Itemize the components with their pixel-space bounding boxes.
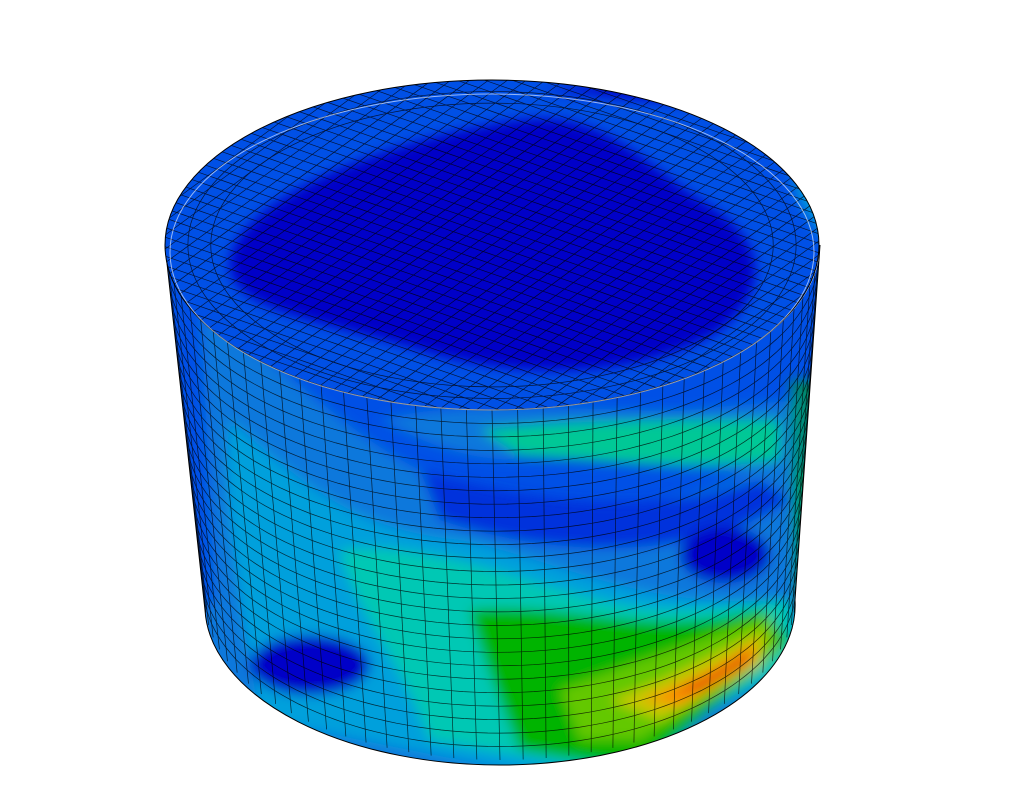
mesh-line: [165, 192, 714, 389]
mesh-line: [176, 354, 812, 519]
mesh-line: [165, 224, 670, 410]
mesh-line: [452, 155, 819, 410]
mesh-line: [167, 272, 818, 438]
mesh-line: [362, 123, 751, 410]
mesh-line: [208, 146, 776, 344]
mesh-ring: [210, 102, 774, 388]
mesh-line: [516, 177, 819, 410]
mesh-line: [165, 211, 688, 409]
mesh-line: [336, 115, 725, 402]
mesh-line: [310, 106, 700, 393]
mesh-line: [465, 159, 819, 410]
mesh-line: [187, 449, 806, 613]
mesh-line: [178, 367, 812, 532]
mesh-line: [196, 531, 800, 694]
mesh-line: [169, 285, 817, 451]
mesh-line: [349, 119, 738, 407]
mesh-line: [413, 141, 803, 410]
mesh-line: [170, 299, 816, 465]
side-mesh-lines: [165, 245, 820, 761]
mesh-line: [165, 198, 706, 396]
mesh-line: [195, 518, 801, 680]
mesh-line: [165, 185, 723, 383]
mesh-line: [165, 250, 635, 410]
mesh-line: [183, 408, 809, 572]
mesh-line: [439, 150, 819, 410]
mesh-line: [165, 218, 679, 410]
mesh-line: [198, 545, 800, 707]
mesh-line: [542, 186, 819, 410]
mesh-line: [165, 205, 697, 402]
mesh-line: [181, 395, 810, 559]
mesh-line: [165, 237, 653, 410]
mesh-line: [503, 172, 819, 410]
mesh-line: [400, 137, 790, 410]
mesh-line: [165, 179, 732, 376]
mesh-line: [173, 172, 741, 370]
mesh-line: [323, 110, 712, 398]
mesh-line: [175, 340, 813, 505]
mesh-line: [180, 381, 811, 545]
mesh-line: [190, 477, 804, 640]
mesh-line: [190, 159, 758, 357]
cylinder-top: [165, 80, 819, 410]
mesh-line: [192, 490, 803, 653]
mesh-line: [184, 422, 808, 586]
mesh-line: [199, 153, 767, 350]
mesh-line: [165, 231, 661, 410]
mesh-line: [555, 190, 819, 410]
mesh-line: [189, 463, 805, 626]
mesh-line: [165, 276, 600, 410]
mesh-line: [388, 132, 777, 410]
mesh-line: [200, 558, 799, 720]
mesh-ring: [187, 91, 797, 399]
mesh-line: [182, 166, 750, 363]
mesh-line: [166, 258, 819, 424]
mesh-line: [478, 164, 819, 410]
top-inner-ring: [169, 93, 815, 411]
mesh-line: [165, 257, 626, 410]
mesh-line: [173, 326, 814, 492]
mesh-line: [186, 436, 807, 599]
side-outline: [164, 244, 821, 766]
top-mesh-lines: [165, 80, 819, 410]
mesh-line: [193, 504, 802, 667]
mesh-line: [426, 146, 815, 410]
mesh-line: [201, 572, 798, 734]
mesh-line: [165, 270, 609, 410]
mesh-line: [172, 313, 815, 478]
mesh-line: [203, 586, 797, 747]
mesh-line: [375, 128, 764, 410]
